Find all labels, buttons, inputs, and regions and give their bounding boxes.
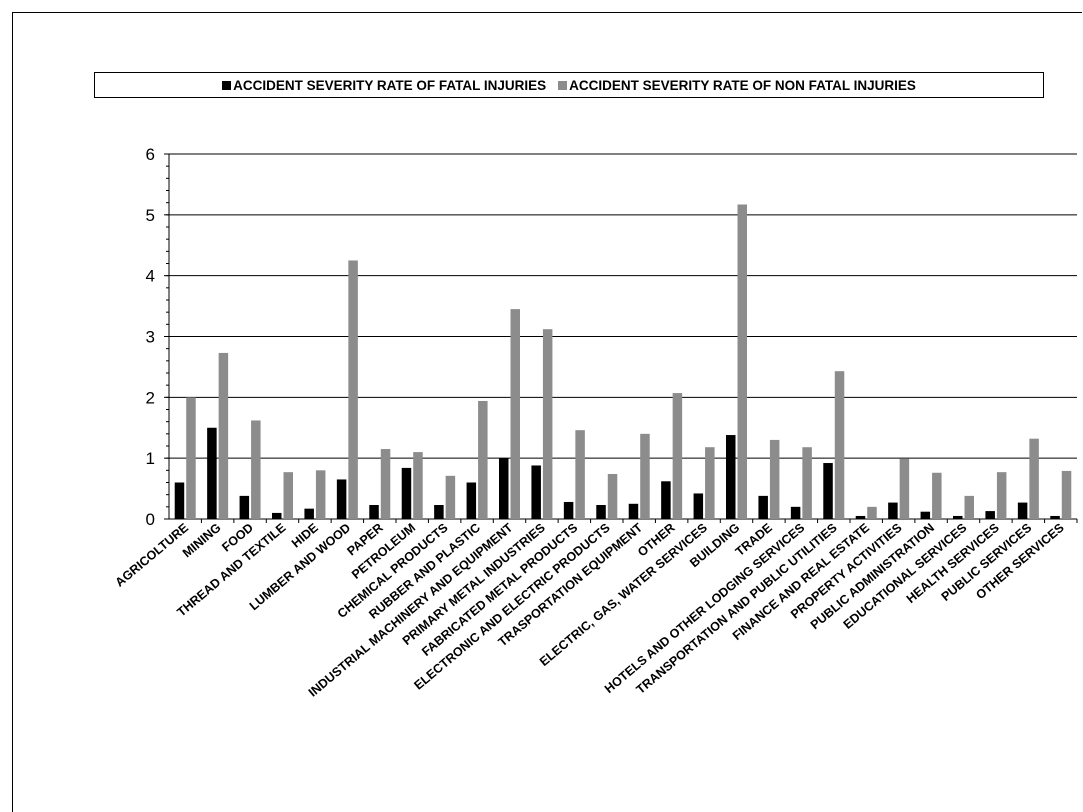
bar-fatal	[563, 501, 574, 519]
y-tick-label: 6	[146, 145, 155, 164]
bar-non-fatal	[834, 371, 845, 519]
y-tick-label: 3	[146, 328, 155, 347]
bar-fatal	[693, 493, 704, 519]
bar-fatal	[985, 511, 995, 519]
bar-non-fatal	[218, 352, 229, 519]
bar-fatal	[434, 505, 444, 519]
bar-fatal	[628, 503, 639, 519]
bar-non-fatal	[315, 470, 326, 519]
bar-fatal	[726, 435, 736, 519]
bar-fatal	[596, 505, 606, 519]
bar-non-fatal	[1029, 438, 1039, 519]
bar-fatal	[855, 515, 866, 519]
legend-item-non-fatal: ACCIDENT SEVERITY RATE OF NON FATAL INJU…	[558, 78, 916, 93]
bar-fatal	[336, 479, 347, 519]
bar-non-fatal	[672, 393, 683, 519]
bar-fatal	[823, 463, 833, 519]
bar-fatal	[531, 465, 541, 519]
bar-non-fatal	[899, 458, 910, 519]
bar-non-fatal	[575, 430, 585, 519]
bar-fatal	[174, 482, 185, 519]
bar-fatal	[1017, 502, 1028, 519]
bar-fatal	[466, 482, 477, 519]
bar-fatal	[790, 506, 801, 519]
bar-non-fatal	[510, 309, 520, 519]
bar-non-fatal	[705, 447, 715, 519]
legend-swatch-fatal	[222, 80, 232, 90]
legend-item-fatal: ACCIDENT SEVERITY RATE OF FATAL INJURIES	[222, 78, 546, 93]
y-tick-label: 5	[146, 206, 155, 225]
bar-fatal	[499, 458, 509, 519]
bar-non-fatal	[802, 447, 812, 519]
bar-fatal	[758, 495, 768, 519]
bar-non-fatal	[1061, 470, 1072, 519]
bar-fatal	[920, 511, 931, 519]
bar-non-fatal	[186, 397, 196, 519]
bar-fatal	[953, 515, 963, 519]
bar-non-fatal	[932, 472, 942, 519]
bar-non-fatal	[964, 495, 974, 519]
bar-fatal	[272, 512, 282, 519]
y-tick-label: 2	[146, 388, 155, 407]
bar-non-fatal	[348, 260, 358, 519]
bar-non-fatal	[542, 329, 553, 519]
bar-non-fatal	[283, 472, 293, 519]
bar-non-fatal	[380, 449, 391, 519]
bar-non-fatal	[251, 420, 261, 519]
bar-non-fatal	[413, 452, 423, 519]
bar-fatal	[207, 427, 217, 519]
bar-fatal	[1050, 515, 1060, 519]
bar-fatal	[401, 467, 412, 519]
bar-fatal	[239, 495, 250, 519]
bar-fatal	[304, 508, 314, 519]
bar-fatal	[888, 502, 898, 519]
bar-non-fatal	[640, 433, 650, 519]
bar-non-fatal	[478, 400, 488, 519]
bar-non-fatal	[737, 204, 747, 519]
y-tick-label: 1	[146, 449, 155, 468]
bar-non-fatal	[996, 472, 1007, 519]
bar-non-fatal	[769, 439, 780, 519]
bar-non-fatal	[445, 475, 456, 519]
bar-non-fatal	[607, 473, 618, 519]
bar-fatal	[661, 481, 671, 519]
legend-label-fatal: ACCIDENT SEVERITY RATE OF FATAL INJURIES	[233, 77, 547, 93]
bar-fatal	[369, 505, 379, 519]
bar-non-fatal	[867, 506, 877, 519]
chart-legend: ACCIDENT SEVERITY RATE OF FATAL INJURIES…	[94, 72, 1044, 98]
legend-swatch-non-fatal	[558, 80, 568, 90]
y-tick-label: 4	[146, 267, 155, 286]
legend-label-non-fatal: ACCIDENT SEVERITY RATE OF NON FATAL INJU…	[569, 77, 916, 93]
y-tick-label: 0	[146, 510, 155, 529]
x-category-label: AGRICOLTURE	[113, 521, 192, 590]
